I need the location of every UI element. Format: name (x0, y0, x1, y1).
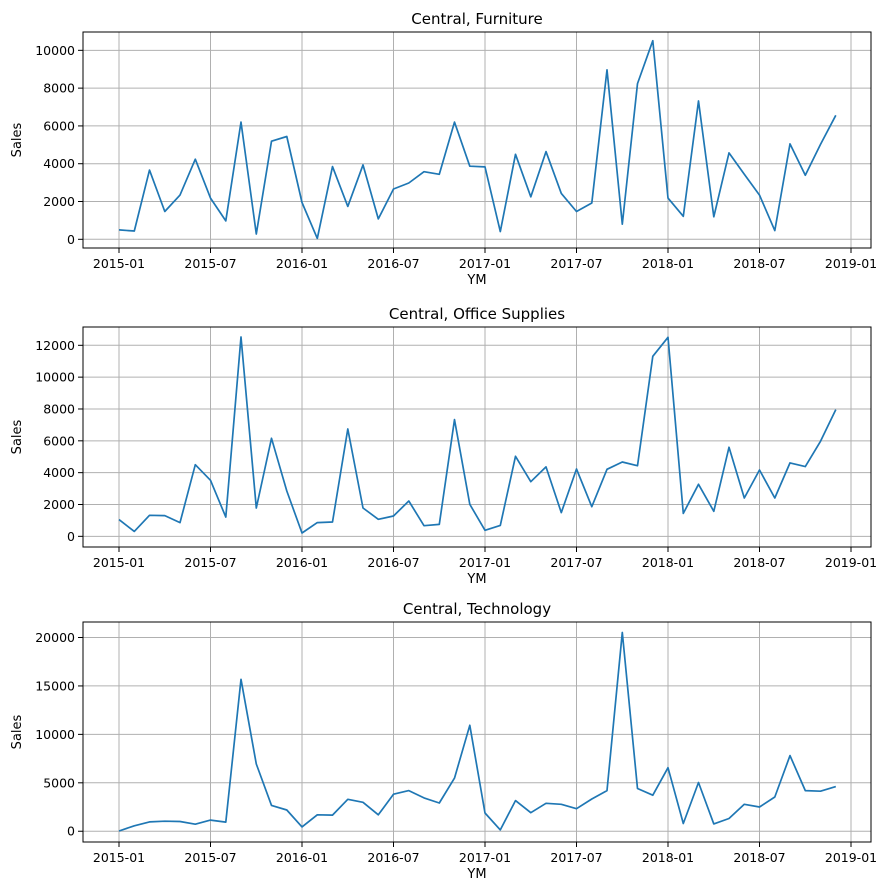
x-axis-label: YM (466, 572, 486, 587)
x-tick-label: 2016-07 (367, 850, 419, 865)
y-axis-label: Sales (10, 419, 25, 454)
x-tick-label: 2017-07 (550, 850, 602, 865)
y-tick-label: 20000 (35, 630, 75, 645)
x-tick-label: 2017-07 (550, 256, 602, 271)
x-tick-label: 2015-07 (184, 555, 236, 570)
x-tick-label: 2019-01 (825, 555, 877, 570)
x-tick-label: 2016-01 (276, 555, 328, 570)
x-tick-label: 2018-07 (733, 850, 785, 865)
y-tick-label: 0 (67, 824, 75, 839)
x-tick-label: 2016-01 (276, 256, 328, 271)
chart-title: Central, Furniture (411, 10, 543, 28)
x-tick-label: 2017-01 (459, 850, 511, 865)
y-tick-label: 10000 (35, 370, 75, 385)
y-tick-label: 15000 (35, 678, 75, 693)
y-axis-label: Sales (10, 122, 25, 157)
chart-title: Central, Technology (403, 600, 551, 618)
x-tick-label: 2019-01 (825, 256, 877, 271)
x-tick-label: 2018-01 (642, 850, 694, 865)
y-tick-label: 4000 (43, 156, 75, 171)
x-tick-label: 2017-01 (459, 555, 511, 570)
x-tick-label: 2018-07 (733, 256, 785, 271)
x-tick-label: 2017-01 (459, 256, 511, 271)
x-tick-label: 2018-01 (642, 256, 694, 271)
y-tick-label: 8000 (43, 401, 75, 416)
y-tick-label: 8000 (43, 81, 75, 96)
x-tick-label: 2016-07 (367, 256, 419, 271)
x-axis-label: YM (466, 867, 486, 882)
y-tick-label: 6000 (43, 118, 75, 133)
series-line (119, 337, 836, 533)
axes-frame (83, 327, 871, 547)
x-tick-label: 2019-01 (825, 850, 877, 865)
y-tick-label: 6000 (43, 433, 75, 448)
x-tick-label: 2016-07 (367, 555, 419, 570)
y-tick-label: 10000 (35, 43, 75, 58)
y-tick-label: 4000 (43, 465, 75, 480)
x-tick-label: 2017-07 (550, 555, 602, 570)
x-tick-label: 2015-01 (93, 850, 145, 865)
x-axis-label: YM (466, 273, 486, 288)
x-tick-label: 2015-01 (93, 256, 145, 271)
x-tick-label: 2018-01 (642, 555, 694, 570)
y-tick-label: 0 (67, 529, 75, 544)
series-line (119, 41, 836, 239)
subplot-2: 2015-01 2015-07 2016-01 2016-07 2017-01 2017-… (10, 305, 877, 587)
y-axis-label: Sales (10, 714, 25, 749)
axes-frame (83, 622, 871, 842)
y-tick-label: 10000 (35, 727, 75, 742)
y-tick-label: 0 (67, 232, 75, 247)
x-tick-label: 2015-01 (93, 555, 145, 570)
x-tick-label: 2016-01 (276, 850, 328, 865)
chart-title: Central, Office Supplies (389, 305, 565, 323)
axes-frame (83, 32, 871, 248)
y-tick-label: 2000 (43, 497, 75, 512)
y-tick-label: 2000 (43, 194, 75, 209)
subplot-3: 2015-01 2015-07 2016-01 2016-07 2017-01 2017-… (10, 600, 877, 882)
subplot-1: 2015-01 2015-07 2016-01 2016-07 2017-01 2017-… (10, 10, 877, 288)
series-line (119, 633, 836, 832)
x-tick-label: 2015-07 (184, 256, 236, 271)
x-tick-label: 2015-07 (184, 850, 236, 865)
y-tick-label: 12000 (35, 338, 75, 353)
x-tick-label: 2018-07 (733, 555, 785, 570)
y-tick-label: 5000 (43, 775, 75, 790)
